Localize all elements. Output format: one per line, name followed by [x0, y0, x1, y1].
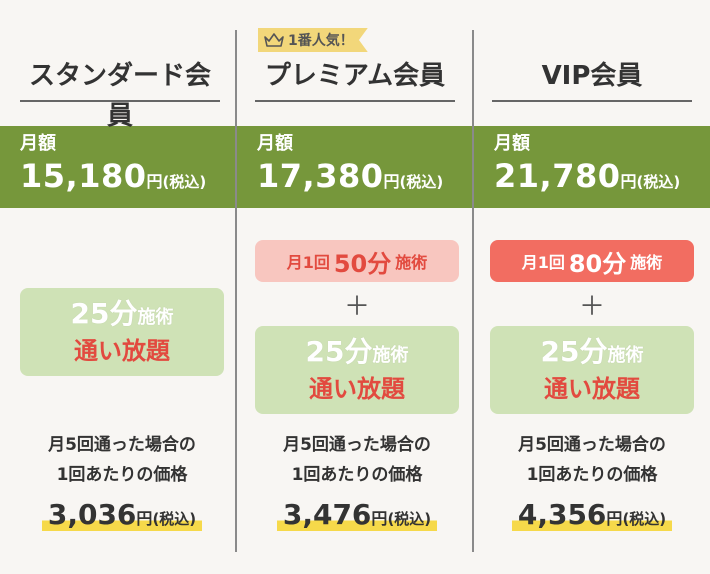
price-band — [0, 126, 710, 208]
price-amount: 21,780 — [494, 157, 621, 195]
per-visit-price: 3,036円(税込) — [20, 498, 224, 531]
plus-sign: ＋ — [578, 292, 605, 322]
service-duration: 25分 — [305, 335, 373, 368]
extra-label: 施術 — [395, 253, 428, 272]
crown-icon — [264, 33, 284, 47]
extra-duration: 50分 — [333, 249, 392, 278]
plus-sign: ＋ — [343, 292, 370, 322]
per-visit-line1: 月5回通った場合の — [48, 435, 196, 455]
popular-badge: 1番人気！ — [258, 28, 368, 52]
plan-title: VIP会員 — [492, 56, 692, 102]
per-visit-amount: 3,036 — [47, 498, 137, 531]
service-duration: 25分 — [70, 297, 138, 330]
price-unit: 円 — [383, 172, 400, 191]
price-label: 月額 — [20, 133, 56, 154]
service-unlimited: 通い放題 — [309, 375, 405, 403]
per-visit-line2: 1回あたりの価格 — [291, 465, 423, 485]
service-box: 25分施術 通い放題 — [255, 326, 459, 414]
per-visit-unit: 円 — [136, 509, 153, 528]
per-visit-note: 月5回通った場合の 1回あたりの価格 — [490, 430, 694, 490]
service-unlimited: 通い放題 — [74, 337, 170, 365]
price-amount: 15,180 — [20, 157, 147, 195]
column-divider — [235, 30, 237, 552]
plan-price: 月額 15,180円(税込) — [20, 132, 206, 196]
per-visit-unit: 円 — [371, 509, 388, 528]
extra-duration: 80分 — [568, 249, 627, 278]
per-visit-line2: 1回あたりの価格 — [526, 465, 658, 485]
column-divider — [472, 30, 474, 552]
plan-title: プレミアム会員 — [255, 56, 455, 102]
service-box: 25分施術 通い放題 — [490, 326, 694, 414]
per-visit-amount: 3,476 — [282, 498, 372, 531]
per-visit-unit: 円 — [606, 509, 623, 528]
per-visit-price: 4,356円(税込) — [490, 498, 694, 531]
service-unlimited: 通い放題 — [544, 375, 640, 403]
per-visit-note: 月5回通った場合の 1回あたりの価格 — [20, 430, 224, 490]
service-duration: 25分 — [540, 335, 608, 368]
service-box: 25分施術 通い放題 — [20, 288, 224, 376]
service-label: 施術 — [137, 307, 174, 328]
extra-label: 施術 — [630, 253, 663, 272]
per-visit-line1: 月5回通った場合の — [283, 435, 431, 455]
per-visit-note: 月5回通った場合の 1回あたりの価格 — [255, 430, 459, 490]
price-tax: (税込) — [162, 173, 207, 191]
plan-title: スタンダード会員 — [20, 56, 220, 131]
per-visit-amount: 4,356 — [517, 498, 607, 531]
popular-badge-text: 1番人気！ — [288, 33, 354, 49]
price-label: 月額 — [494, 133, 530, 154]
per-visit-tax: (税込) — [152, 510, 197, 528]
extra-frequency: 月1回 — [286, 253, 330, 272]
extra-treatment-pill: 月1回 50分 施術 — [255, 240, 459, 282]
service-label: 施術 — [372, 345, 409, 366]
price-label: 月額 — [257, 133, 293, 154]
per-visit-tax: (税込) — [622, 510, 667, 528]
per-visit-price: 3,476円(税込) — [255, 498, 459, 531]
per-visit-line2: 1回あたりの価格 — [56, 465, 188, 485]
per-visit-tax: (税込) — [387, 510, 432, 528]
per-visit-line1: 月5回通った場合の — [518, 435, 666, 455]
service-label: 施術 — [607, 345, 644, 366]
price-unit: 円 — [620, 172, 637, 191]
price-amount: 17,380 — [257, 157, 384, 195]
price-unit: 円 — [146, 172, 163, 191]
extra-frequency: 月1回 — [521, 253, 565, 272]
extra-treatment-pill: 月1回 80分 施術 — [490, 240, 694, 282]
price-tax: (税込) — [399, 173, 444, 191]
price-tax: (税込) — [636, 173, 681, 191]
plan-price: 月額 21,780円(税込) — [494, 132, 680, 196]
plan-price: 月額 17,380円(税込) — [257, 132, 443, 196]
